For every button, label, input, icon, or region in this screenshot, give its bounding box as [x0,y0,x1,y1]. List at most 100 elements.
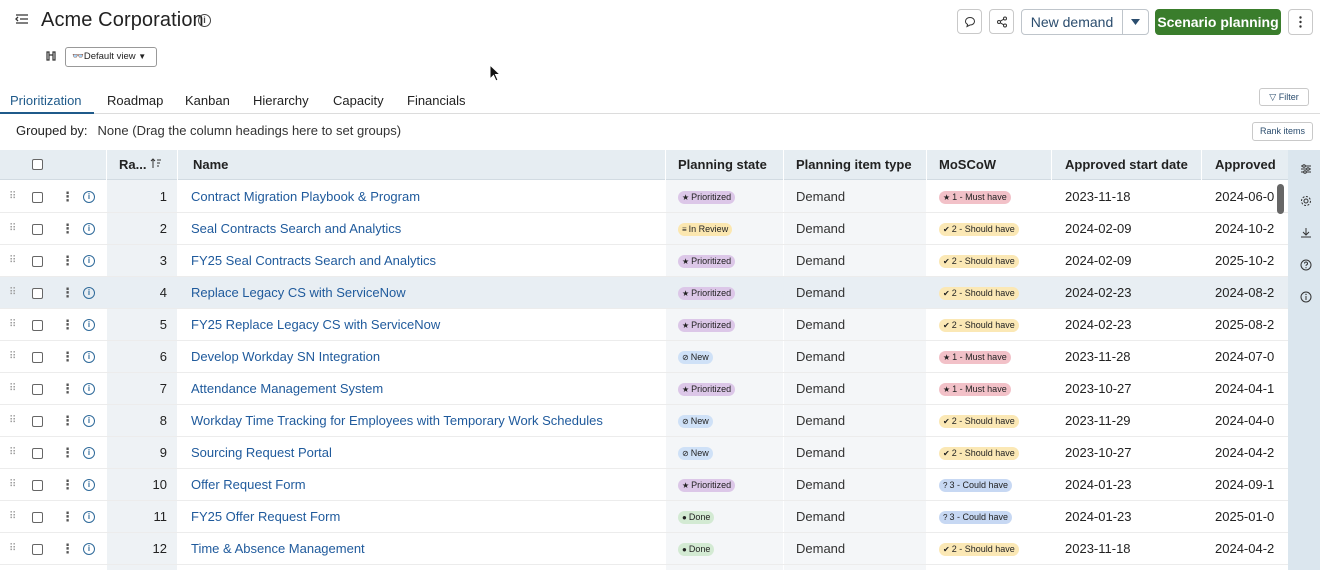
drag-handle-icon[interactable]: ⠿ [9,223,16,234]
tab-kanban[interactable]: Kanban [185,93,230,108]
row-info-icon[interactable]: i [83,511,95,523]
drag-handle-icon[interactable]: ⠿ [9,479,16,490]
more-options-button[interactable] [1288,9,1313,35]
row-info-icon[interactable]: i [83,479,95,491]
col-approved-start[interactable]: Approved start date [1065,157,1188,172]
new-demand-dropdown[interactable] [1122,9,1149,35]
tab-hierarchy[interactable]: Hierarchy [253,93,309,108]
collapse-menu-icon[interactable] [15,12,29,30]
row-info-icon[interactable]: i [83,351,95,363]
row-checkbox[interactable] [32,512,43,523]
col-moscow[interactable]: MoSCoW [939,157,997,172]
sliders-icon[interactable] [1300,163,1312,175]
item-name-link[interactable]: FY25 Offer Request Form [191,509,341,524]
row-menu-icon[interactable]: ⋮ [61,413,74,428]
drag-handle-icon[interactable]: ⠿ [9,511,16,522]
view-selector[interactable]: 👓Default view ▼ [65,47,157,67]
table-row[interactable]: ⠿ ⋮ i 9 Sourcing Request Portal ⊘ New Demand ✔ 2 … [0,437,1288,469]
row-menu-icon[interactable]: ⋮ [61,541,74,556]
filter-button[interactable]: ▽ Filter [1259,88,1309,106]
table-row[interactable]: ⠿ ⋮ i 11 FY25 Offer Request Form ● Done Demand?… [0,501,1288,533]
row-info-icon[interactable]: i [83,223,95,235]
table-row[interactable]: ⠿ ⋮ i 5 FY25 Replace Legacy CS with ServiceN… [0,309,1288,341]
table-row[interactable]: ⠿ ⋮ i 12 Time & Absence Management ● Done Deman… [0,533,1288,565]
row-menu-icon[interactable]: ⋮ [61,477,74,492]
row-checkbox[interactable] [32,352,43,363]
row-menu-icon[interactable]: ⋮ [61,509,74,524]
row-info-icon[interactable]: i [83,255,95,267]
drag-handle-icon[interactable]: ⠿ [9,319,16,330]
row-menu-icon[interactable]: ⋮ [61,221,74,236]
drag-handle-icon[interactable]: ⠿ [9,287,16,298]
tab-roadmap[interactable]: Roadmap [107,93,164,108]
row-checkbox[interactable] [32,224,43,235]
rank-items-button[interactable]: Rank items [1252,122,1313,141]
row-checkbox[interactable] [32,416,43,427]
row-checkbox[interactable] [32,384,43,395]
share-button[interactable] [989,9,1014,34]
drag-handle-icon[interactable]: ⠿ [9,415,16,426]
drag-handle-icon[interactable]: ⠿ [9,447,16,458]
row-info-icon[interactable]: i [83,383,95,395]
item-name-link[interactable]: Time & Absence Management [191,541,365,556]
help-icon[interactable] [1300,259,1312,271]
select-all-checkbox[interactable] [32,159,43,170]
table-row[interactable]: ⠿ ⋮ i 8 Workday Time Tracking for Employees … [0,405,1288,437]
row-menu-icon[interactable]: ⋮ [61,253,74,268]
item-name-link[interactable]: Workday Time Tracking for Employees with… [191,413,603,428]
item-name-link[interactable]: Develop Workday SN Integration [191,349,381,364]
row-menu-icon[interactable]: ⋮ [61,189,74,204]
row-menu-icon[interactable]: ⋮ [61,445,74,460]
tab-prioritization[interactable]: Prioritization [10,93,82,108]
item-name-link[interactable]: FY25 Seal Contracts Search and Analytics [191,253,436,268]
row-menu-icon[interactable]: ⋮ [61,285,74,300]
item-name-link[interactable]: Sourcing Request Portal [191,445,332,460]
item-name-link[interactable]: FY25 Replace Legacy CS with ServiceNow [191,317,441,332]
drag-handle-icon[interactable]: ⠿ [9,255,16,266]
item-name-link[interactable]: Attendance Management System [191,381,384,396]
tab-capacity[interactable]: Capacity [333,93,384,108]
row-checkbox[interactable] [32,320,43,331]
col-planning-item-type[interactable]: Planning item type [796,157,912,172]
row-info-icon[interactable]: i [83,543,95,555]
col-name[interactable]: Name [193,157,229,172]
row-checkbox[interactable] [32,544,43,555]
sort-ascending-icon[interactable] [150,150,162,180]
row-info-icon[interactable]: i [83,415,95,427]
table-row[interactable]: ⠿ ⋮ i 1 Contract Migration Playbook & Progra… [0,181,1288,213]
table-row[interactable]: ⠿ ⋮ i 4 Replace Legacy CS with ServiceNow ★ Pr… [0,277,1288,309]
item-name-link[interactable]: Seal Contracts Search and Analytics [191,221,402,236]
col-planning-state[interactable]: Planning state [678,157,767,172]
binoculars-icon[interactable] [45,50,57,65]
row-info-icon[interactable]: i [83,447,95,459]
table-row[interactable]: ⠿ ⋮ i 10 Offer Request Form ★ Prioritized Deman… [0,469,1288,501]
comment-button[interactable] [957,9,982,34]
info-icon[interactable]: i [198,14,211,27]
info-icon[interactable] [1300,291,1312,303]
vertical-scrollbar[interactable] [1277,184,1284,214]
row-info-icon[interactable]: i [83,319,95,331]
col-approved[interactable]: Approved [1215,157,1276,172]
table-row[interactable]: ⠿ ⋮ i 3 FY25 Seal Contracts Search and Analy… [0,245,1288,277]
col-rank[interactable]: Ra... [119,157,147,172]
row-info-icon[interactable]: i [83,191,95,203]
row-menu-icon[interactable]: ⋮ [61,317,74,332]
download-icon[interactable] [1300,227,1312,239]
row-checkbox[interactable] [32,192,43,203]
table-row[interactable]: ⠿ ⋮ i 7 Attendance Management System ★ Priorit… [0,373,1288,405]
table-row[interactable]: ⠿ ⋮ i 2 Seal Contracts Search and Analytics ≡… [0,213,1288,245]
drag-handle-icon[interactable]: ⠿ [9,191,16,202]
drag-handle-icon[interactable]: ⠿ [9,383,16,394]
item-name-link[interactable]: Replace Legacy CS with ServiceNow [191,285,406,300]
drag-handle-icon[interactable]: ⠿ [9,351,16,362]
settings-gear-icon[interactable] [1300,195,1312,207]
scenario-planning-button[interactable]: Scenario planning [1155,9,1281,35]
row-checkbox[interactable] [32,256,43,267]
row-menu-icon[interactable]: ⋮ [61,381,74,396]
row-checkbox[interactable] [32,448,43,459]
table-row[interactable]: ⠿ ⋮ i 6 Develop Workday SN Integration ⊘ New De… [0,341,1288,373]
row-menu-icon[interactable]: ⋮ [61,349,74,364]
item-name-link[interactable]: Contract Migration Playbook & Program [191,189,421,204]
row-checkbox[interactable] [32,288,43,299]
row-info-icon[interactable]: i [83,287,95,299]
